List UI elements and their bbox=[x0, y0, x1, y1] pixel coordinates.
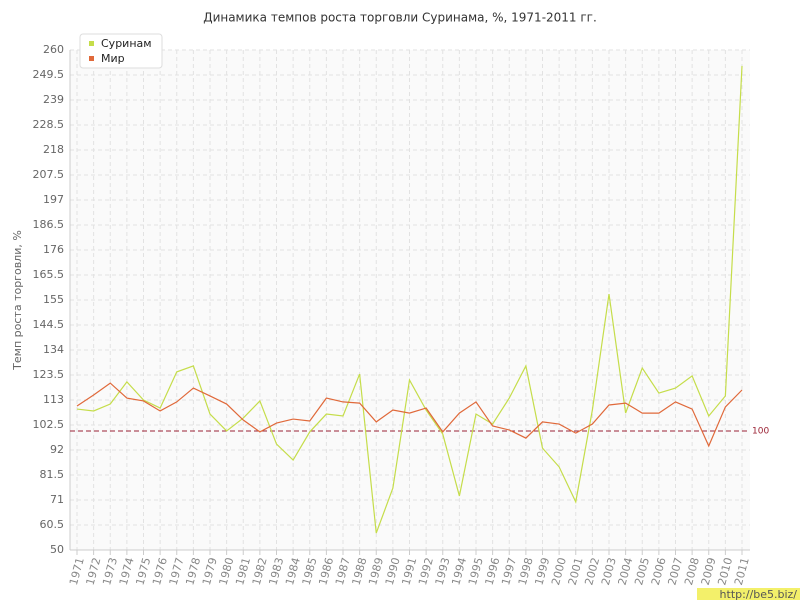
y-tick-label: 81.5 bbox=[40, 468, 65, 481]
legend-label: Суринам bbox=[101, 37, 152, 50]
y-tick-label: 92 bbox=[50, 443, 64, 456]
y-tick-label: 71 bbox=[50, 493, 64, 506]
watermark-bg bbox=[697, 588, 800, 600]
y-tick-label: 218 bbox=[43, 143, 64, 156]
y-tick-label: 228.5 bbox=[33, 118, 65, 131]
legend-swatch bbox=[89, 41, 94, 46]
y-tick-label: 186.5 bbox=[33, 218, 65, 231]
y-tick-label: 165.5 bbox=[33, 268, 65, 281]
y-tick-label: 176 bbox=[43, 243, 64, 256]
y-tick-label: 249.5 bbox=[33, 68, 65, 81]
legend-label: Мир bbox=[101, 52, 125, 65]
y-tick-label: 134 bbox=[43, 343, 64, 356]
reference-label: 100 bbox=[752, 426, 769, 436]
y-tick-label: 144.5 bbox=[33, 318, 65, 331]
y-tick-label: 102.5 bbox=[33, 418, 65, 431]
legend-box bbox=[79, 33, 163, 69]
y-tick-label: 197 bbox=[43, 193, 64, 206]
y-tick-label: 50 bbox=[50, 543, 64, 556]
y-axis-label: Темп роста торговли, % bbox=[11, 230, 24, 371]
y-tick-label: 113 bbox=[43, 393, 64, 406]
legend-swatch bbox=[89, 56, 94, 61]
watermark: http://be5.biz/ bbox=[720, 588, 798, 600]
y-tick-label: 155 bbox=[43, 293, 64, 306]
y-tick-label: 123.5 bbox=[33, 368, 65, 381]
legend: Суринам Мир bbox=[79, 33, 163, 69]
y-tick-label: 207.5 bbox=[33, 168, 65, 181]
series-line bbox=[76, 65, 743, 534]
series-line bbox=[76, 382, 743, 448]
y-tick-label: 60.5 bbox=[40, 518, 65, 531]
y-tick-label: 260 bbox=[43, 43, 64, 56]
y-tick-label: 239 bbox=[43, 93, 64, 106]
chart-title: Динамика темпов роста торговли Суринама,… bbox=[203, 11, 597, 25]
